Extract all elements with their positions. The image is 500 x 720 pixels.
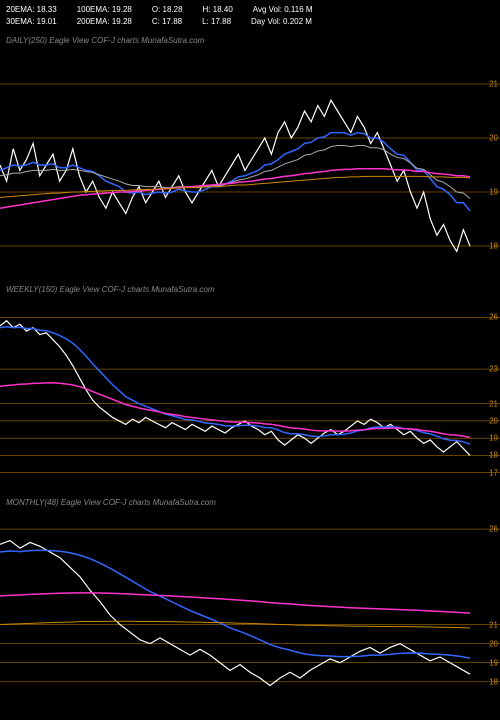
ema30-label: 30EMA: 19.01 [6,16,57,28]
series-line [0,593,470,613]
high-label: H: 18.40 [203,4,233,16]
ema100-label: 100EMA: 19.28 [77,4,132,16]
y-axis-label: 18 [489,242,498,251]
open-label: O: 18.28 [152,4,183,16]
low-label: L: 17.88 [202,16,231,28]
y-axis-label: 19 [489,658,498,667]
chart-title: MONTHLY(48) Eagle View COF-J charts Muna… [6,498,216,507]
y-axis-label: 21 [489,80,498,89]
quote-header: 20EMA: 18.33 100EMA: 19.28 O: 18.28 H: 1… [0,0,500,32]
y-axis-label: 17 [489,468,498,477]
y-axis-label: 18 [489,451,498,460]
series-line [0,541,470,686]
y-axis-label: 20 [489,134,498,143]
series-line [0,100,470,251]
chart-panel: 17 18 19 20 21 23 26 [0,300,500,490]
chart-panel: 18 19 20 21 [0,30,500,300]
y-axis-label: 20 [489,416,498,425]
ema200-label: 200EMA: 19.28 [77,16,132,28]
y-axis-label: 19 [489,434,498,443]
chart-title: DAILY(250) Eagle View COF-J charts Munaf… [6,36,204,45]
series-line [0,169,470,208]
y-axis-label: 21 [489,399,498,408]
avgvol-label: Avg Vol: 0.116 M [253,4,313,16]
header-row-2: 30EMA: 19.01 200EMA: 19.28 C: 17.88 L: 1… [6,16,494,28]
header-row-1: 20EMA: 18.33 100EMA: 19.28 O: 18.28 H: 1… [6,4,494,16]
close-label: C: 17.88 [152,16,182,28]
y-axis-label: 20 [489,639,498,648]
y-axis-label: 18 [489,677,498,686]
chart-svg [0,30,500,300]
series-line [0,146,470,199]
series-line [0,383,470,438]
y-axis-label: 26 [489,313,498,322]
chart-panel: 18 19 20 21 26 [0,510,500,720]
y-axis-label: 19 [489,188,498,197]
dayvol-label: Day Vol: 0.202 M [251,16,312,28]
series-line [0,327,470,444]
y-axis-label: 26 [489,525,498,534]
y-axis-label: 23 [489,365,498,374]
ema20-label: 20EMA: 18.33 [6,4,57,16]
series-line [0,133,470,211]
chart-title: WEEKLY(150) Eagle View COF-J charts Muna… [6,285,215,294]
chart-svg [0,510,500,720]
series-line [0,550,470,658]
chart-svg [0,300,500,490]
y-axis-label: 21 [489,620,498,629]
